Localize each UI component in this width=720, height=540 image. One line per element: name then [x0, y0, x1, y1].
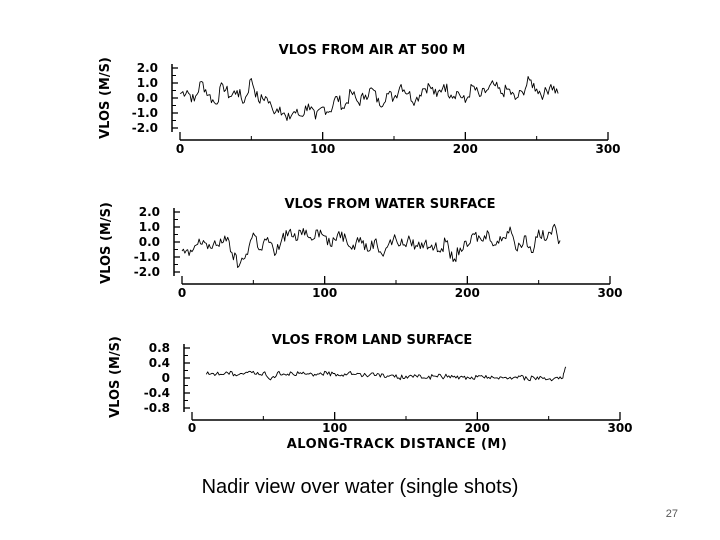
y-tick-label-land: 0.4 [149, 356, 170, 370]
panel-title-air: VLOS FROM AIR AT 500 M [279, 43, 466, 58]
x-tick-label-land: 0 [188, 421, 196, 435]
x-tick-label-water: 200 [455, 286, 480, 300]
panel-air-500m: VLOS FROM AIR AT 500 M VLOS (M/S) 0 100 20… [98, 43, 621, 156]
y-tick-label-land: 0.8 [149, 341, 170, 355]
panel-land-surface: VLOS FROM LAND SURFACE VLOS (M/S) ALONG-… [108, 333, 633, 452]
y-tick-label-land: -0.8 [144, 401, 170, 415]
x-tick-label-land: 300 [607, 421, 632, 435]
x-tick-label-land: 200 [465, 421, 490, 435]
y-tick-label-land: 0 [162, 371, 170, 385]
y-axis-label-land: VLOS (M/S) [108, 336, 123, 418]
x-tick-label-air: 200 [453, 142, 478, 156]
x-tick-label-water: 0 [178, 286, 186, 300]
series-line-land [205, 366, 567, 382]
y-tick-label-air: -1.0 [132, 106, 158, 120]
y-tick-label-land: -0.4 [144, 386, 170, 400]
x-axis-label-land: ALONG-TRACK DISTANCE (M) [287, 437, 508, 452]
y-tick-label-water: 0.0 [139, 235, 160, 249]
y-tick-label-air: 0.0 [137, 91, 158, 105]
y-axis-label-water: VLOS (M/S) [99, 202, 114, 284]
y-tick-label-air: -2.0 [132, 121, 158, 135]
panel-water-surface: VLOS FROM WATER SURFACE VLOS (M/S) 0 100 2… [99, 197, 623, 300]
y-tick-label-air: 2.0 [137, 61, 158, 75]
x-tick-label-air: 100 [310, 142, 335, 156]
panel-title-land: VLOS FROM LAND SURFACE [272, 333, 473, 348]
panel-title-water: VLOS FROM WATER SURFACE [284, 197, 495, 212]
slide-caption: Nadir view over water (single shots) [201, 476, 519, 498]
y-tick-label-water: -2.0 [134, 265, 160, 279]
slide-number: 27 [665, 508, 678, 520]
x-tick-label-water: 100 [312, 286, 337, 300]
y-tick-label-water: 2.0 [139, 205, 160, 219]
y-tick-label-water: 1.0 [139, 220, 160, 234]
series-line-air [179, 76, 559, 121]
y-axis-label-air: VLOS (M/S) [98, 57, 113, 139]
series-line-water [181, 223, 561, 268]
x-tick-label-water: 300 [597, 286, 622, 300]
x-tick-label-air: 0 [176, 142, 184, 156]
y-tick-label-water: -1.0 [134, 250, 160, 264]
x-tick-label-land: 100 [322, 421, 347, 435]
y-tick-label-air: 1.0 [137, 76, 158, 90]
x-tick-label-air: 300 [595, 142, 620, 156]
